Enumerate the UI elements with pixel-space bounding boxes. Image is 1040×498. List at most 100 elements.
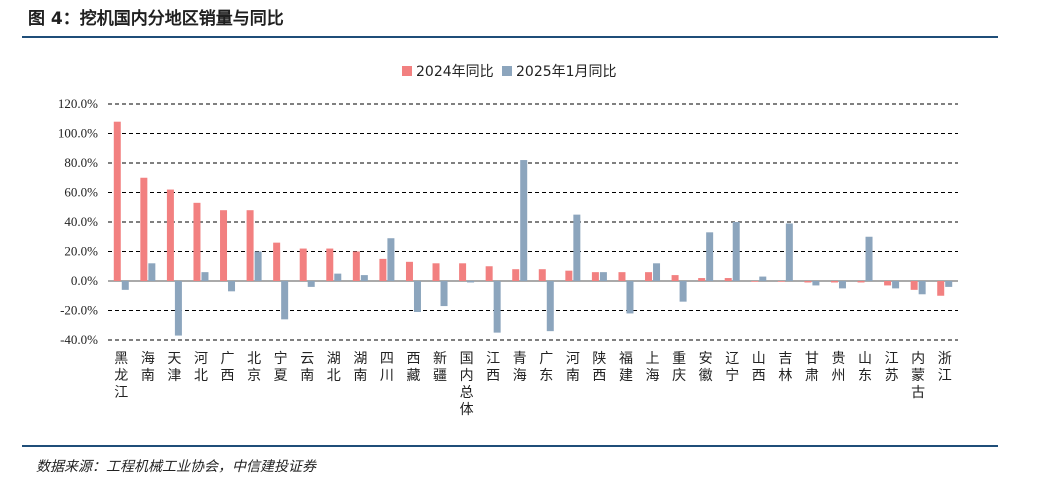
legend: 2024年同比 2025年1月同比 (402, 64, 617, 80)
bar-s2 (573, 214, 581, 281)
bar-s2 (759, 276, 767, 281)
y-tick-label: 20.0% (64, 244, 98, 259)
x-category-label: 贵州 (831, 351, 845, 384)
x-category-label: 河南 (566, 351, 580, 384)
y-tick-label: 40.0% (64, 214, 98, 229)
y-tick-label: 60.0% (64, 185, 98, 200)
bar-s1 (884, 281, 892, 286)
x-category-label: 重庆 (672, 351, 686, 384)
bar-s2 (387, 238, 395, 281)
bar-s1 (405, 261, 413, 281)
x-category-label: 陕西 (592, 351, 606, 384)
bar-s2 (148, 263, 156, 281)
x-category-label: 安徽 (699, 351, 713, 384)
bar-s2 (812, 281, 820, 286)
bar-s1 (538, 269, 546, 281)
x-category-label: 山东 (858, 351, 872, 384)
y-tick-label: 80.0% (64, 155, 98, 170)
x-category-label: 国内总体 (460, 351, 474, 418)
legend-swatch (502, 66, 512, 76)
bar-s1 (459, 263, 467, 281)
bar-s2 (121, 281, 129, 290)
bar-s1 (910, 281, 918, 290)
x-category-label: 海南 (141, 351, 155, 384)
bar-s1 (113, 121, 121, 281)
x-category-label: 福建 (619, 351, 633, 384)
x-category-label: 浙江 (938, 351, 952, 384)
bar-s1 (591, 272, 599, 281)
x-category-label: 四川 (380, 351, 394, 384)
bars (113, 121, 953, 336)
x-category-label: 云南 (300, 351, 314, 384)
bar-s2 (679, 281, 687, 302)
bar-s1 (804, 281, 812, 283)
bar-s2 (706, 232, 714, 281)
bar-s2 (334, 273, 342, 281)
bar-s2 (918, 281, 926, 295)
bar-s2 (865, 236, 873, 281)
x-category-label: 广西 (221, 351, 235, 384)
x-category-label: 湖北 (327, 351, 341, 384)
bar-s1 (937, 281, 945, 296)
x-axis: 黑龙江海南天津河北广西北京宁夏云南湖北湖南四川西藏新疆国内总体江西青海广东河南陕… (114, 350, 951, 418)
x-category-label: 宁夏 (274, 350, 288, 384)
source-note: 数据来源：工程机械工业协会，中信建投证券 (36, 459, 316, 475)
bar-s2 (228, 281, 236, 292)
bar-s2 (732, 222, 740, 281)
bar-s2 (281, 281, 289, 320)
y-tick-label: -20.0% (60, 303, 98, 318)
bar-s1 (193, 202, 201, 281)
x-category-label: 新疆 (433, 351, 447, 384)
legend-label: 2025年1月同比 (516, 64, 617, 80)
bar-s1 (326, 248, 334, 281)
bar-s2 (785, 223, 793, 281)
bar-s2 (201, 272, 209, 281)
bar-s1 (565, 270, 573, 281)
bar-s1 (512, 269, 520, 281)
bar-s2 (546, 281, 554, 332)
bar-s2 (493, 281, 501, 333)
bar-s1 (830, 281, 838, 283)
bar-s1 (724, 278, 732, 281)
bar-s2 (467, 281, 475, 283)
x-category-label: 广东 (539, 351, 553, 384)
bar-s1 (432, 263, 440, 281)
bar-s2 (520, 160, 528, 281)
x-category-label: 江西 (486, 351, 500, 384)
x-category-label: 辽宁 (725, 351, 739, 384)
x-category-label: 西藏 (406, 351, 420, 384)
bar-s1 (246, 210, 254, 281)
x-category-label: 吉林 (778, 351, 792, 384)
x-category-label: 河北 (194, 351, 208, 384)
bar-s1 (485, 266, 493, 281)
x-category-label: 湖南 (353, 351, 367, 384)
x-category-label: 黑龙江 (114, 351, 128, 401)
x-category-label: 内蒙古 (911, 351, 925, 401)
y-tick-label: -40.0% (60, 332, 98, 347)
y-tick-label: 0.0% (71, 273, 98, 288)
top-rule (22, 36, 998, 38)
bar-s2 (838, 281, 846, 289)
x-category-label: 甘肃 (805, 351, 819, 384)
x-category-label: 天津 (167, 351, 181, 384)
bar-s1 (645, 272, 653, 281)
bar-s1 (857, 281, 865, 283)
y-tick-label: 120.0% (58, 96, 98, 111)
legend-label: 2024年同比 (416, 64, 494, 80)
bottom-rule (22, 445, 998, 447)
legend-swatch (402, 66, 412, 76)
bar-s1 (166, 189, 174, 281)
bar-s2 (413, 281, 421, 312)
bar-s2 (653, 263, 661, 281)
bar-s1 (379, 258, 387, 281)
x-category-label: 北京 (247, 351, 261, 384)
bar-s2 (626, 281, 634, 314)
x-category-label: 青海 (513, 351, 527, 384)
bar-s2 (892, 281, 900, 289)
x-category-label: 山西 (752, 351, 766, 384)
bar-s1 (751, 281, 759, 282)
gridlines (108, 103, 958, 341)
figure-title: 图 4：挖机国内分地区销量与同比 (28, 9, 284, 29)
bar-s1 (220, 210, 228, 281)
